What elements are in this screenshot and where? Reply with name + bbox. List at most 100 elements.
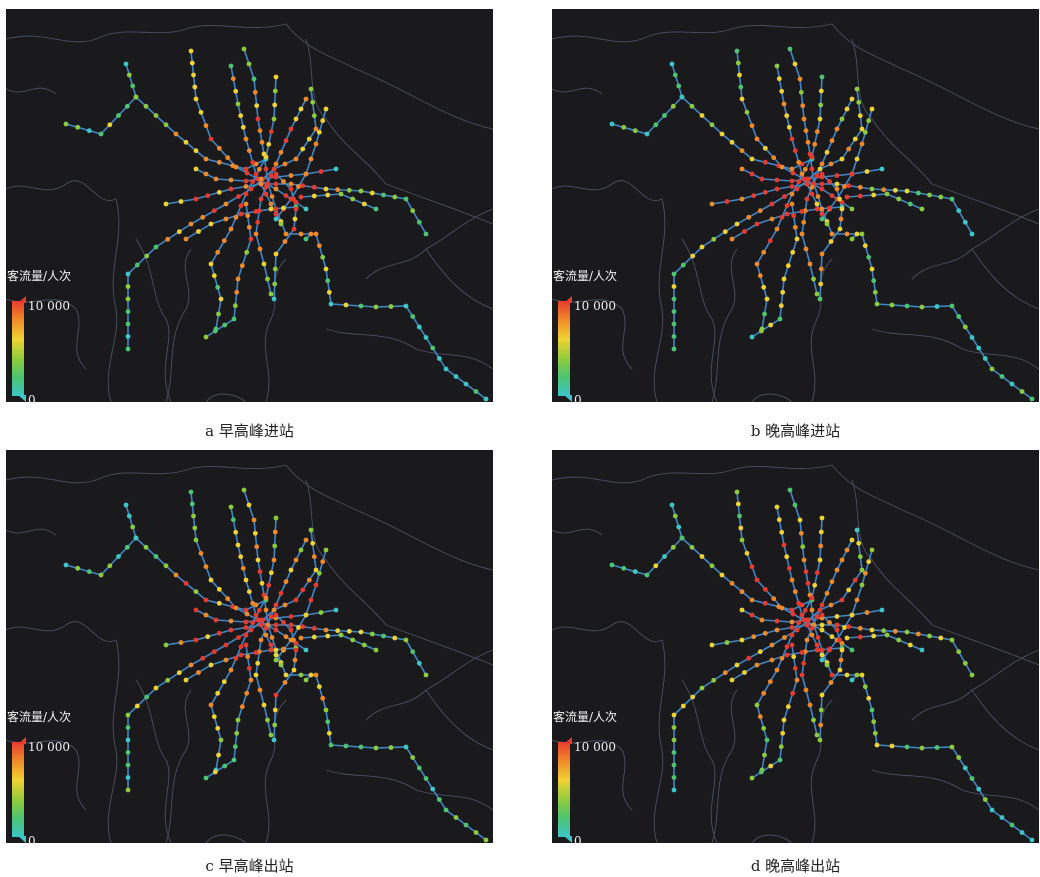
station-marker xyxy=(243,607,249,613)
station-marker xyxy=(815,635,821,640)
station-marker xyxy=(849,537,855,543)
station-marker xyxy=(216,586,222,592)
station-marker xyxy=(358,303,364,309)
station-marker xyxy=(192,84,198,90)
station-marker xyxy=(272,529,278,535)
station-marker xyxy=(632,569,638,575)
district-boundary xyxy=(653,198,666,402)
metro-line xyxy=(671,63,683,98)
station-marker xyxy=(243,201,249,207)
station-marker xyxy=(278,221,284,227)
caption-b: b 晚高峰进站 xyxy=(750,422,841,440)
station-marker xyxy=(116,554,121,559)
station-marker xyxy=(774,618,780,624)
station-marker xyxy=(144,253,150,259)
station-marker xyxy=(189,60,195,66)
station-marker xyxy=(318,610,324,615)
station-marker xyxy=(316,684,322,690)
caption-a: a 早高峰进站 xyxy=(205,422,294,440)
station-marker xyxy=(671,775,677,780)
station-marker xyxy=(278,149,284,155)
district-boundary xyxy=(751,393,793,402)
station-marker xyxy=(989,366,995,372)
station-marker xyxy=(200,214,206,220)
station-marker xyxy=(871,192,877,198)
station-marker xyxy=(781,101,787,107)
station-marker xyxy=(834,622,840,628)
metro-line xyxy=(65,95,267,170)
station-marker xyxy=(690,694,696,700)
station-marker xyxy=(283,672,289,678)
station-marker xyxy=(313,582,319,588)
station-marker xyxy=(303,236,309,242)
station-marker xyxy=(781,717,787,723)
station-marker xyxy=(273,515,279,521)
station-marker xyxy=(818,543,824,549)
station-marker xyxy=(263,625,269,631)
station-marker xyxy=(794,236,800,242)
station-marker xyxy=(213,176,219,182)
station-marker xyxy=(215,284,221,290)
station-marker xyxy=(253,612,259,618)
station-marker xyxy=(291,226,297,232)
station-marker xyxy=(799,650,805,655)
station-marker xyxy=(183,677,189,683)
station-marker xyxy=(669,502,675,508)
station-marker xyxy=(191,72,196,78)
station-marker xyxy=(271,166,277,172)
station-marker xyxy=(938,635,944,641)
station-marker xyxy=(268,614,274,620)
station-marker xyxy=(800,544,806,550)
station-marker xyxy=(774,63,780,69)
station-marker xyxy=(719,131,725,137)
district-boundary xyxy=(285,23,493,130)
station-marker xyxy=(761,284,767,290)
station-marker xyxy=(859,126,865,132)
station-marker xyxy=(751,634,757,640)
station-marker xyxy=(216,311,221,317)
station-marker xyxy=(819,161,825,167)
station-marker xyxy=(814,201,820,207)
station-marker xyxy=(208,662,214,668)
station-marker xyxy=(805,139,811,145)
district-boundary xyxy=(552,621,663,643)
station-marker xyxy=(790,690,796,696)
station-marker xyxy=(212,769,218,775)
station-marker xyxy=(609,562,615,568)
station-marker xyxy=(216,189,222,195)
station-marker xyxy=(734,489,740,495)
station-marker xyxy=(320,695,326,701)
station-marker xyxy=(789,632,795,638)
station-marker xyxy=(949,744,955,750)
station-marker xyxy=(323,106,329,112)
station-marker xyxy=(761,690,767,696)
station-marker xyxy=(381,633,386,639)
station-marker xyxy=(809,154,815,160)
station-marker xyxy=(258,196,264,202)
station-marker xyxy=(801,116,807,122)
station-marker xyxy=(859,141,865,147)
station-marker xyxy=(193,196,199,202)
station-marker xyxy=(676,83,682,89)
station-marker xyxy=(670,103,676,109)
station-marker xyxy=(819,74,825,80)
station-marker xyxy=(780,289,786,295)
station-marker xyxy=(443,807,449,813)
station-marker xyxy=(794,677,800,683)
legend-color-bar xyxy=(558,301,570,396)
station-marker xyxy=(313,672,319,678)
station-marker xyxy=(828,680,834,685)
station-marker xyxy=(133,94,139,100)
legend-min-marker xyxy=(564,395,572,402)
station-marker xyxy=(739,637,745,643)
station-marker xyxy=(737,513,742,519)
station-marker xyxy=(857,193,863,199)
station-marker xyxy=(749,156,755,162)
station-marker xyxy=(819,211,825,217)
station-marker xyxy=(288,173,294,178)
station-marker xyxy=(216,159,222,165)
station-marker xyxy=(722,670,728,676)
station-marker xyxy=(134,262,140,268)
station-marker xyxy=(282,602,288,608)
station-marker xyxy=(671,271,677,277)
